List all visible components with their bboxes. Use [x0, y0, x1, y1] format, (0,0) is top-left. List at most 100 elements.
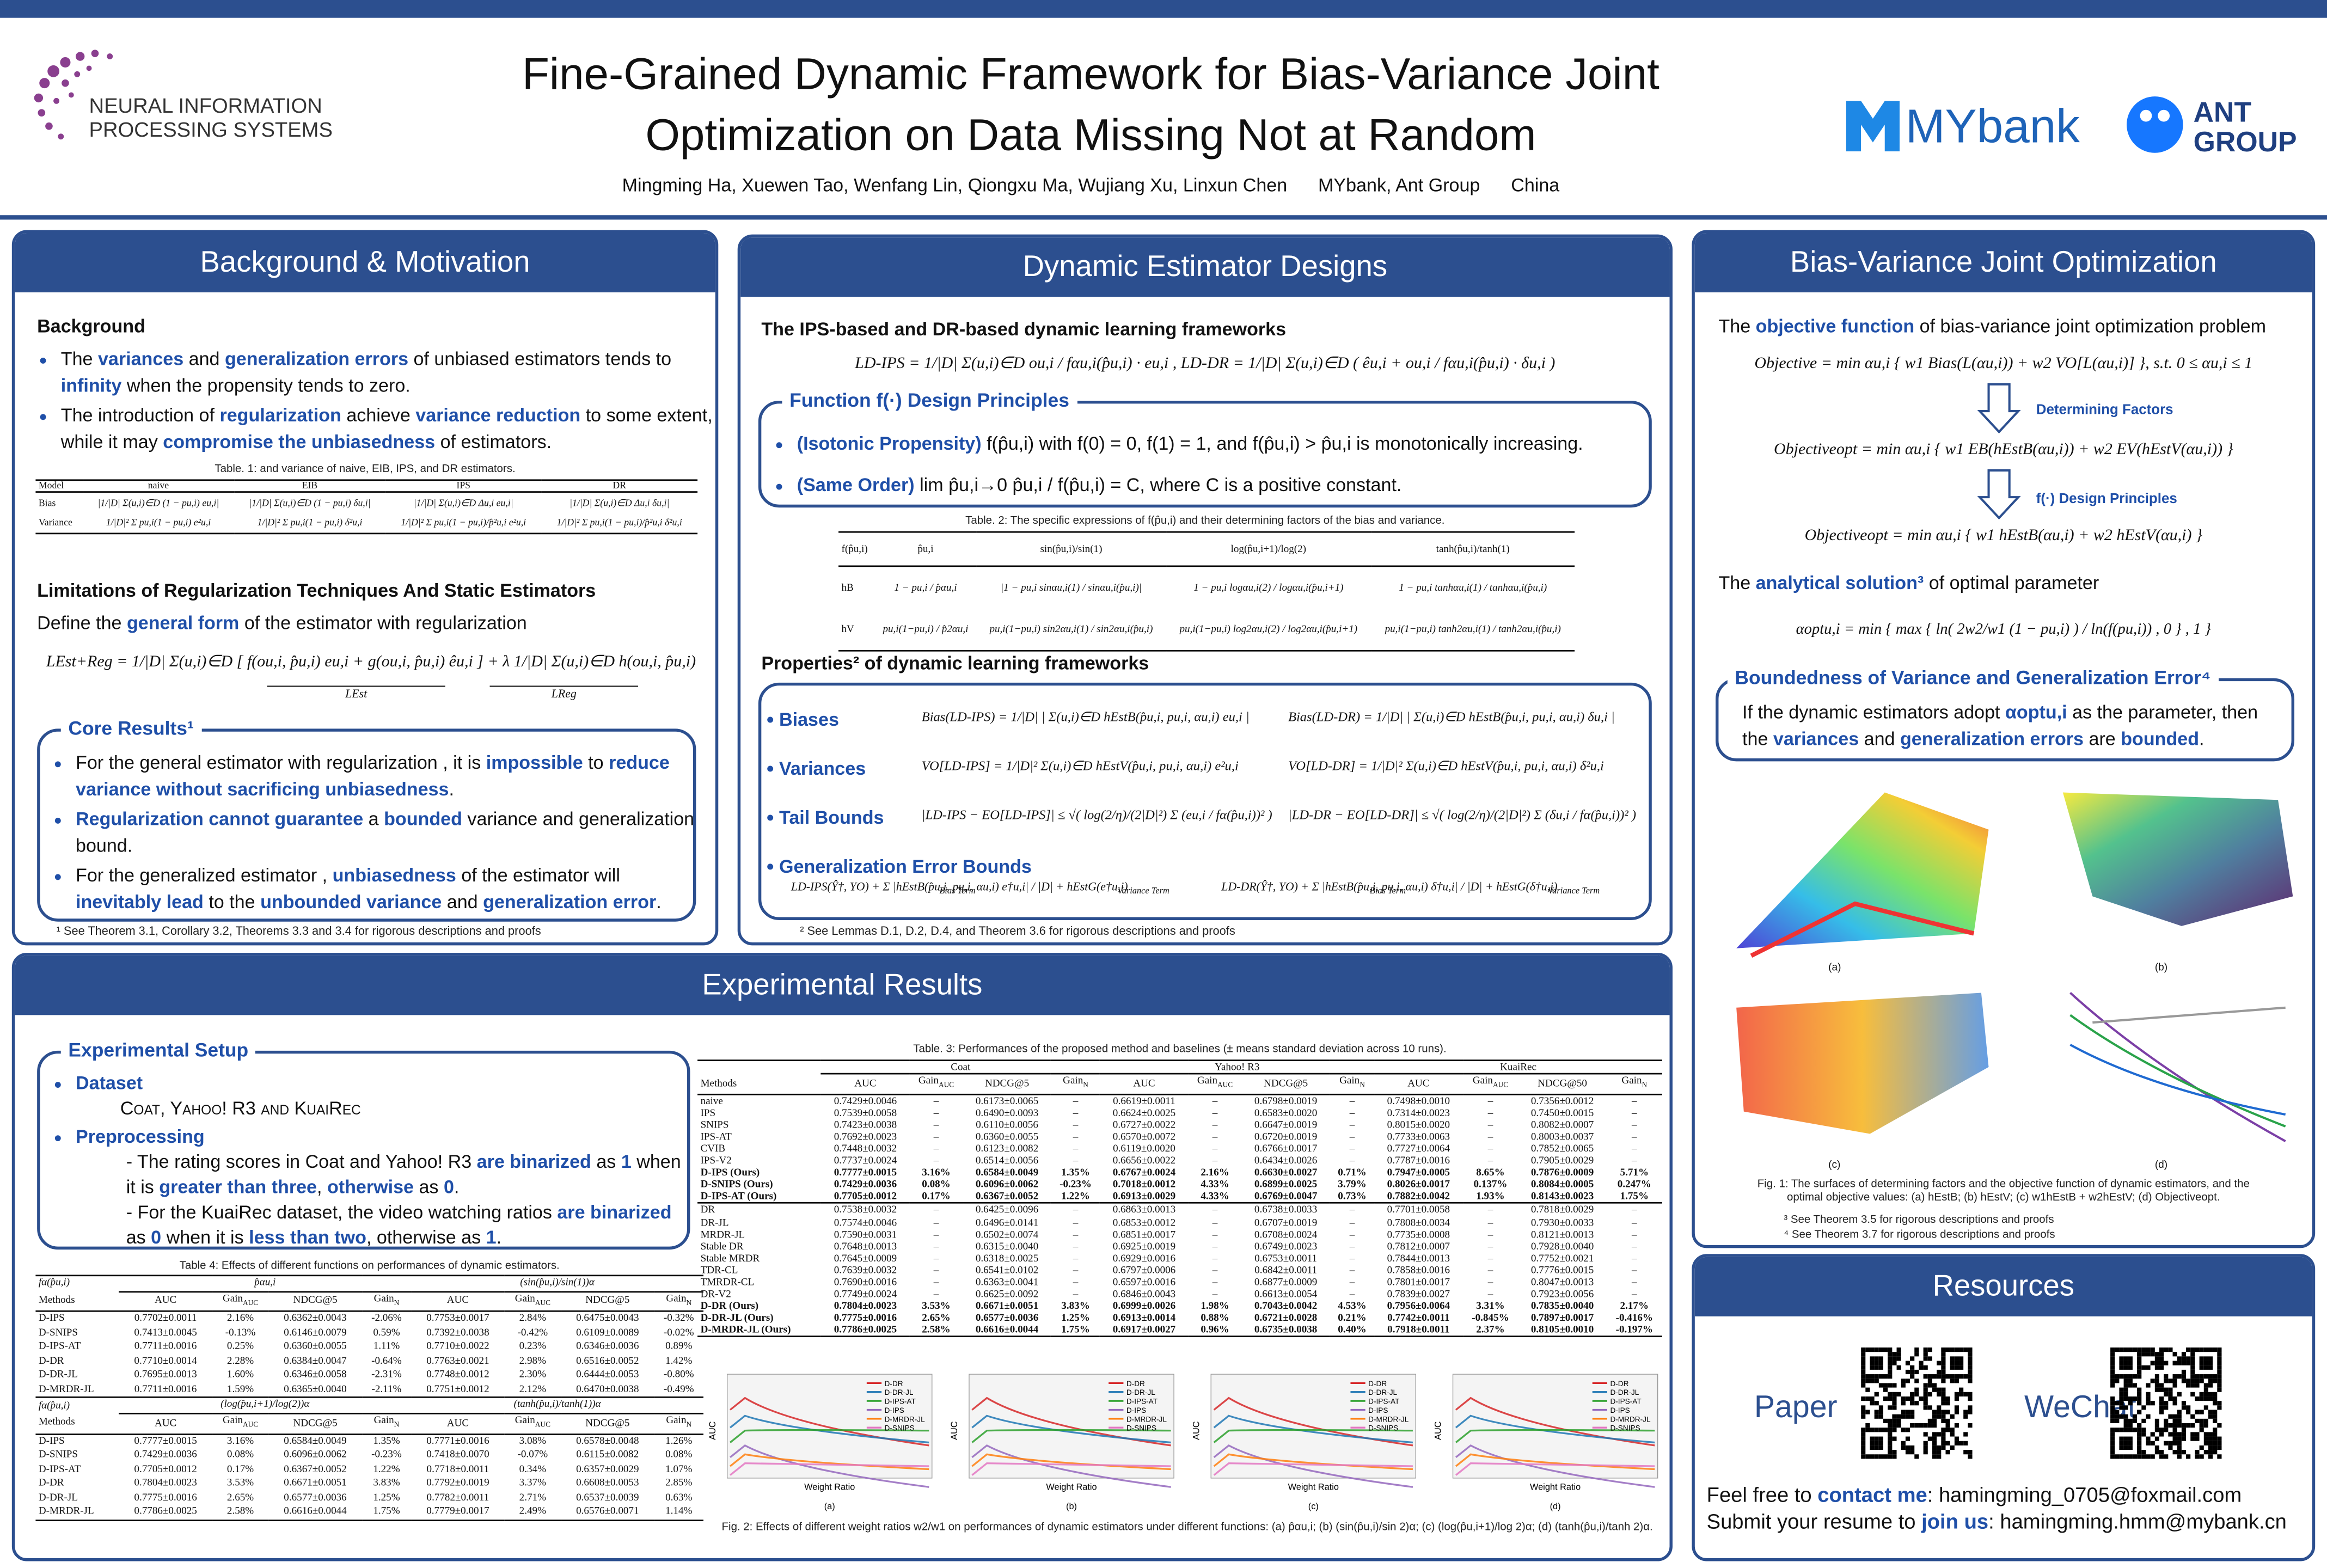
- qr-module: [1878, 1365, 1884, 1370]
- qr-module: [1919, 1365, 1924, 1370]
- text: of bias-variance joint optimization prob…: [1914, 316, 2266, 337]
- decorative-curve: [971, 1462, 1171, 1476]
- row: D-DR-JL 0.7775±0.0016 2.65% 0.6577±0.0036 1.…: [35, 1491, 703, 1505]
- qr-module: [2208, 1392, 2213, 1396]
- cell: -2.31%: [371, 1369, 402, 1381]
- header-cell: DR: [613, 481, 627, 492]
- qr-module: [2137, 1436, 2142, 1441]
- heading: The IPS-based and DR-based dynamic learn…: [761, 319, 1287, 340]
- qr-module: [1861, 1450, 1866, 1455]
- qr-module: [2141, 1418, 2146, 1424]
- qr-module: [2110, 1396, 2115, 1401]
- qr-module: [2128, 1445, 2133, 1450]
- cell: D-IPS: [38, 1435, 65, 1447]
- qr-module: [2203, 1383, 2208, 1388]
- cell: –: [1073, 1276, 1079, 1288]
- header-cell: IPS: [456, 481, 471, 492]
- cell: 0.7429±0.0036: [834, 1178, 897, 1191]
- formula: Objectiveopt = min αu,i { w1 hEstB(αu,i)…: [1804, 526, 2202, 545]
- cell: 0.6619±0.0011: [1113, 1094, 1175, 1107]
- qr-code[interactable]: [2110, 1339, 2223, 1472]
- qr-module: [2110, 1374, 2115, 1379]
- qr-module: [1923, 1445, 1928, 1450]
- qr-module: [2172, 1436, 2177, 1441]
- qr-module: [1888, 1369, 1893, 1375]
- cell: –: [1487, 1142, 1493, 1155]
- row: D-SNIPS 0.7413±0.0045 -0.13% 0.6146±0.0079 0…: [35, 1327, 703, 1341]
- formula: VO[LD-IPS] = 1/|D|² Σ(u,i)∈D hEstV(p̂u,i…: [921, 758, 1239, 774]
- cell: –: [1212, 1118, 1218, 1131]
- qr-module: [1923, 1383, 1928, 1388]
- cell: 1 − pu,i tanhαu,i(1) / tanhαu,i(p̂u,i): [1399, 581, 1547, 594]
- panel-title: Dynamic Estimator Designs: [740, 237, 1670, 297]
- cell: 0.6613±0.0054: [1254, 1288, 1318, 1300]
- qr-module: [2213, 1450, 2218, 1455]
- cell: –: [1632, 1288, 1637, 1300]
- cell: –: [1212, 1216, 1218, 1228]
- qr-module: [1878, 1445, 1884, 1450]
- cell: pu,i(1−pu,i) sin2αu,i(1) / sin2αu,i(p̂u,…: [989, 623, 1153, 635]
- decorative-curve: [730, 1444, 929, 1488]
- cell: |1/|D| Σ(u,i)∈D (1 − pu,i) δu,i|: [249, 498, 371, 509]
- qr-module: [2119, 1441, 2124, 1445]
- cell: 0.08%: [226, 1449, 254, 1461]
- cell: 0.8015±0.0020: [1387, 1118, 1450, 1131]
- qr-module: [2181, 1379, 2187, 1383]
- qr-module: [2150, 1361, 2155, 1365]
- cell: 0.7498±0.0010: [1387, 1094, 1450, 1107]
- legend-label: D-IPS-AT: [1610, 1398, 1641, 1406]
- cell: 8.65%: [1476, 1166, 1505, 1179]
- cell: 3.37%: [519, 1477, 546, 1489]
- qr-module: [1950, 1445, 1955, 1450]
- qr-module: [2168, 1445, 2173, 1450]
- row: TMRDR-CL 0.7690±0.0016 – 0.6363±0.0041 – 0.65…: [697, 1276, 1662, 1288]
- text: The: [1718, 316, 1756, 337]
- cell: -0.32%: [663, 1312, 694, 1325]
- qr-module: [2213, 1347, 2218, 1352]
- cell: –: [1632, 1154, 1637, 1167]
- qr-module: [2172, 1379, 2177, 1383]
- plot-area: [969, 1374, 1174, 1479]
- qr-module: [1945, 1401, 1950, 1406]
- qr-module: [1910, 1450, 1915, 1455]
- qr-module: [1923, 1396, 1928, 1401]
- emphasis: generalization errors: [1900, 728, 2084, 750]
- qr-code[interactable]: [1861, 1339, 1974, 1472]
- qr-module: [1919, 1396, 1924, 1401]
- cell: 0.7705±0.0012: [834, 1190, 897, 1203]
- ant-logo: GROUP: [2194, 126, 2297, 157]
- qr-module: [1954, 1392, 1959, 1396]
- cell: |1/|D| Σ(u,i)∈D (1 − pu,i) eu,i|: [97, 498, 219, 509]
- qr-module: [1941, 1401, 1946, 1406]
- cell: -0.416%: [1615, 1312, 1653, 1325]
- qr-module: [1950, 1379, 1955, 1383]
- qr-module: [1878, 1347, 1884, 1352]
- cell: 0.08%: [665, 1449, 693, 1461]
- qr-module: [1959, 1361, 1964, 1365]
- qr-module: [2199, 1410, 2204, 1414]
- qr-module: [1932, 1383, 1937, 1388]
- legend-label: D-DR-JL: [1610, 1388, 1639, 1396]
- cell: 0.6597±0.0016: [1112, 1276, 1176, 1288]
- qr-module: [1874, 1379, 1879, 1383]
- cell: 0.6434±0.0026: [1254, 1154, 1318, 1167]
- row: D-IPS-AT 0.7705±0.0012 0.17% 0.6367±0.0052 1…: [35, 1463, 703, 1477]
- text: .: [454, 1177, 460, 1198]
- qr-module: [2146, 1454, 2151, 1459]
- function-cell: (log(p̂u,i+1)/log(2))α: [119, 1398, 412, 1414]
- cell: 0.6671±0.0051: [284, 1477, 347, 1489]
- text: when the propensity tends to zero.: [121, 375, 411, 396]
- table-1: Model naive EIB IPS DR Bias |1/|D| Σ(u,i)∈D (1…: [35, 479, 698, 535]
- header-cell: GainN: [654, 1413, 703, 1434]
- row: IPS 0.7539±0.0058 – 0.6490±0.0093 – 0.6624±0.…: [697, 1107, 1662, 1119]
- text: and: [442, 892, 483, 913]
- qr-label[interactable]: Paper: [1754, 1391, 1838, 1425]
- cell: 0.6425±0.0096: [975, 1204, 1039, 1216]
- header-cell: AUC: [154, 1416, 177, 1429]
- cell: 1.60%: [226, 1369, 254, 1381]
- qr-module: [2150, 1401, 2155, 1406]
- cell: 0.6656±0.0022: [1112, 1154, 1176, 1167]
- qr-module: [1932, 1432, 1937, 1437]
- qr-module: [1950, 1414, 1955, 1419]
- qr-module: [2110, 1405, 2115, 1410]
